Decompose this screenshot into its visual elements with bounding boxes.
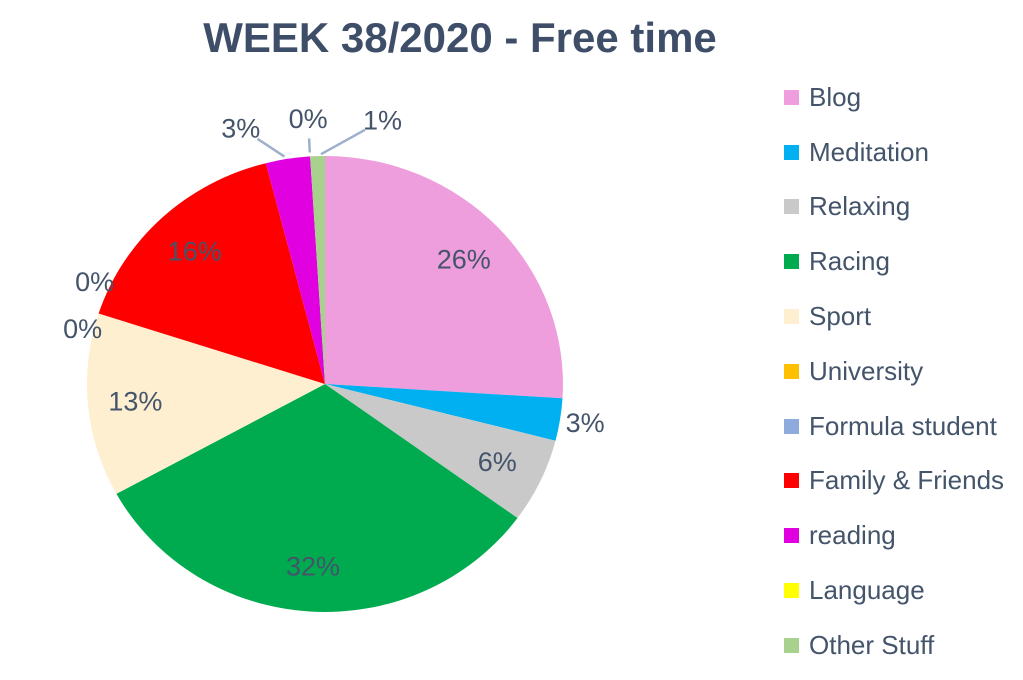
legend-swatch-meditation xyxy=(784,144,799,160)
legend-label-family-friends: Family & Friends xyxy=(809,465,1005,496)
pie-label-formula-student: 0% xyxy=(63,314,102,344)
pie-label-family-friends: 16% xyxy=(168,236,222,266)
legend-item-relaxing: Relaxing xyxy=(784,180,1004,235)
pie-slice-relaxing xyxy=(325,384,556,518)
legend-item-other-stuff: Other Stuff xyxy=(784,618,1004,673)
pie-label-university: 0% xyxy=(75,267,114,297)
pie-label-reading: 3% xyxy=(221,113,260,143)
legend-label-language: Language xyxy=(809,575,925,606)
legend-label-reading: reading xyxy=(809,520,896,551)
pie-slice-meditation xyxy=(325,384,563,441)
pie-slice-blog xyxy=(325,156,563,399)
legend-label-relaxing: Relaxing xyxy=(809,191,911,222)
legend-swatch-relaxing xyxy=(784,199,799,215)
pie-slice-sport xyxy=(86,313,325,494)
leader-line-other-stuff xyxy=(320,128,366,156)
legend-label-formula-student: Formula student xyxy=(809,410,997,441)
legend-item-university: University xyxy=(784,344,1004,399)
legend-item-reading: reading xyxy=(784,508,1004,563)
legend-label-blog: Blog xyxy=(809,81,862,112)
legend-swatch-blog xyxy=(784,89,799,105)
legend-item-blog: Blog xyxy=(784,70,1004,125)
pie-slice-family-friends xyxy=(98,163,325,384)
pie-label-blog: 26% xyxy=(437,245,491,275)
legend-item-formula-student: Formula student xyxy=(784,399,1004,454)
legend-item-racing: Racing xyxy=(784,234,1004,289)
legend-swatch-other-stuff xyxy=(784,637,799,653)
chart-title: WEEK 38/2020 - Free time xyxy=(203,14,717,61)
legend-label-meditation: Meditation xyxy=(809,136,929,167)
legend-swatch-language xyxy=(784,583,799,599)
legend-label-racing: Racing xyxy=(809,246,890,277)
leader-line-language xyxy=(307,138,312,153)
pie-slice-other-stuff xyxy=(310,155,325,384)
pie-slice-racing xyxy=(116,384,518,612)
legend-item-family-friends: Family & Friends xyxy=(784,454,1004,509)
legend-swatch-family-friends xyxy=(784,473,799,489)
leader-line-reading xyxy=(256,137,286,158)
pie-label-language: 0% xyxy=(289,104,328,134)
legend-label-university: University xyxy=(809,355,924,386)
legend-swatch-racing xyxy=(784,254,799,270)
legend-label-sport: Sport xyxy=(809,301,872,332)
pie-label-relaxing: 6% xyxy=(478,447,517,477)
pie-label-meditation: 3% xyxy=(566,408,605,438)
legend-item-meditation: Meditation xyxy=(784,125,1004,180)
legend-label-other-stuff: Other Stuff xyxy=(809,629,935,660)
legend-swatch-formula-student xyxy=(784,418,799,434)
pie-slice-reading xyxy=(265,156,325,384)
legend: Blog Meditation Relaxing Racing Sport Univers… xyxy=(784,70,1004,673)
legend-item-language: Language xyxy=(784,563,1004,618)
legend-swatch-reading xyxy=(784,528,799,544)
legend-swatch-sport xyxy=(784,309,799,325)
pie-label-sport: 13% xyxy=(108,387,162,417)
legend-item-sport: Sport xyxy=(784,289,1004,344)
pie-label-other-stuff: 1% xyxy=(363,106,402,136)
pie-label-racing: 32% xyxy=(286,551,340,581)
legend-swatch-university xyxy=(784,363,799,379)
